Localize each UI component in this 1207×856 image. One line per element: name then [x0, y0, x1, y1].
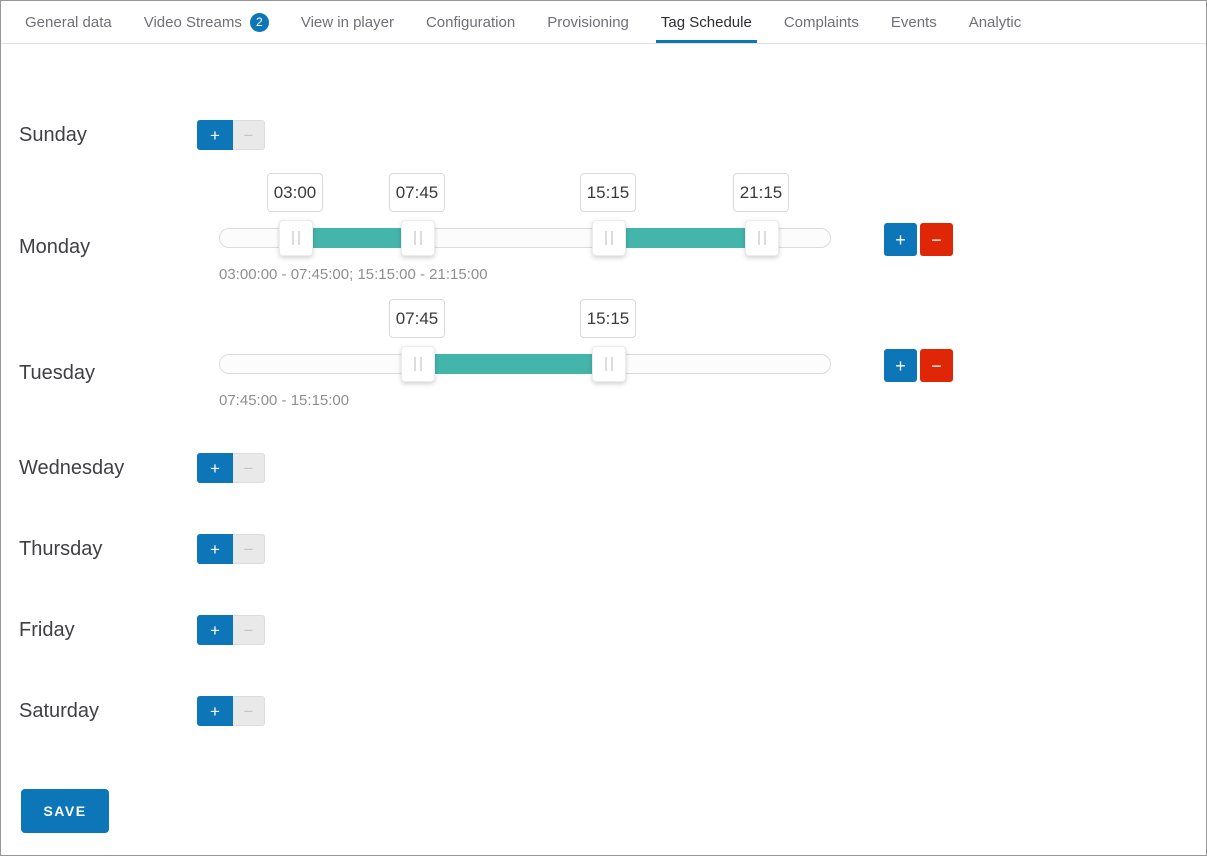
- grip-icon: [292, 231, 294, 245]
- tab-label: Events: [890, 13, 937, 31]
- wednesday-range-buttons: + −: [197, 453, 265, 483]
- day-label-sunday: Sunday: [19, 124, 87, 146]
- slider-handle[interactable]: [592, 346, 626, 382]
- grip-icon: [414, 231, 416, 245]
- grip-icon: [611, 357, 613, 371]
- tab-analytic[interactable]: Analytic: [953, 1, 1038, 43]
- time-input-tuesday-2[interactable]: [580, 299, 636, 338]
- remove-range-button-disabled: −: [233, 120, 265, 150]
- remove-range-button-disabled: −: [233, 534, 265, 564]
- day-label-friday: Friday: [19, 619, 75, 641]
- day-label-saturday: Saturday: [19, 700, 100, 722]
- slider-handle[interactable]: [279, 220, 313, 256]
- time-range-slider-monday[interactable]: [219, 220, 831, 256]
- grip-icon: [420, 231, 422, 245]
- grip-icon: [605, 357, 607, 371]
- grip-icon: [611, 231, 613, 245]
- remove-range-button-disabled: −: [233, 696, 265, 726]
- grip-icon: [414, 357, 416, 371]
- remove-range-button-disabled: −: [233, 615, 265, 645]
- grip-icon: [298, 231, 300, 245]
- day-label-wednesday: Wednesday: [19, 457, 125, 479]
- time-input-monday-2[interactable]: [389, 173, 445, 212]
- video-streams-count-badge: 2: [249, 12, 269, 32]
- tab-label: Tag Schedule: [660, 13, 752, 31]
- add-range-button[interactable]: +: [197, 534, 233, 564]
- tab-label: Analytic: [968, 13, 1022, 31]
- saturday-range-buttons: + −: [197, 696, 265, 726]
- day-row-tuesday: Tuesday 07:45:00 - 15:15:00 + −: [1, 293, 1206, 420]
- selected-range: [609, 228, 762, 248]
- range-summary-monday: 03:00:00 - 07:45:00; 15:15:00 - 21:15:00: [219, 266, 488, 283]
- remove-range-button[interactable]: −: [920, 349, 953, 382]
- grip-icon: [605, 231, 607, 245]
- tab-label: Configuration: [425, 13, 516, 31]
- day-row-monday: Monday 03:00:00 - 07:45:00; 15:15:00 - 2…: [1, 166, 1206, 293]
- tab-label: Complaints: [783, 13, 859, 31]
- add-range-button[interactable]: +: [884, 349, 917, 382]
- time-input-tuesday-1[interactable]: [389, 299, 445, 338]
- time-range-slider-tuesday[interactable]: [219, 346, 831, 382]
- slider-handle[interactable]: [401, 346, 435, 382]
- time-input-monday-1[interactable]: [267, 173, 323, 212]
- slider-handle[interactable]: [745, 220, 779, 256]
- tab-events[interactable]: Events: [875, 1, 953, 43]
- add-range-button[interactable]: +: [197, 453, 233, 483]
- save-button[interactable]: SAVE: [21, 789, 109, 833]
- friday-range-buttons: + −: [197, 615, 265, 645]
- thursday-range-buttons: + −: [197, 534, 265, 564]
- remove-range-button-disabled: −: [233, 453, 265, 483]
- add-range-button[interactable]: +: [197, 696, 233, 726]
- grip-icon: [764, 231, 766, 245]
- day-label-thursday: Thursday: [19, 538, 103, 560]
- tab-tag-schedule[interactable]: Tag Schedule: [645, 1, 768, 43]
- selected-range: [418, 354, 609, 374]
- day-label-tuesday: Tuesday: [19, 362, 95, 384]
- time-input-monday-3[interactable]: [580, 173, 636, 212]
- tab-view-in-player[interactable]: View in player: [285, 1, 410, 43]
- add-range-button[interactable]: +: [197, 615, 233, 645]
- tab-video-streams[interactable]: Video Streams 2: [128, 1, 285, 43]
- tab-label: Video Streams: [143, 13, 242, 31]
- slider-handle[interactable]: [592, 220, 626, 256]
- sunday-range-buttons: + −: [197, 120, 265, 150]
- time-input-monday-4[interactable]: [733, 173, 789, 212]
- slider-handle[interactable]: [401, 220, 435, 256]
- grip-icon: [420, 357, 422, 371]
- add-range-button[interactable]: +: [884, 223, 917, 256]
- remove-range-button[interactable]: −: [920, 223, 953, 256]
- tab-bar: General data Video Streams 2 View in pla…: [1, 1, 1206, 44]
- tab-provisioning[interactable]: Provisioning: [531, 1, 645, 43]
- tab-configuration[interactable]: Configuration: [410, 1, 531, 43]
- add-range-button[interactable]: +: [197, 120, 233, 150]
- grip-icon: [758, 231, 760, 245]
- tab-general-data[interactable]: General data: [9, 1, 128, 43]
- selected-range: [296, 228, 418, 248]
- tab-label: View in player: [300, 13, 394, 31]
- tab-label: General data: [25, 13, 112, 31]
- day-label-monday: Monday: [19, 236, 91, 258]
- range-summary-tuesday: 07:45:00 - 15:15:00: [219, 392, 350, 409]
- tab-complaints[interactable]: Complaints: [768, 1, 875, 43]
- tab-label: Provisioning: [547, 13, 629, 31]
